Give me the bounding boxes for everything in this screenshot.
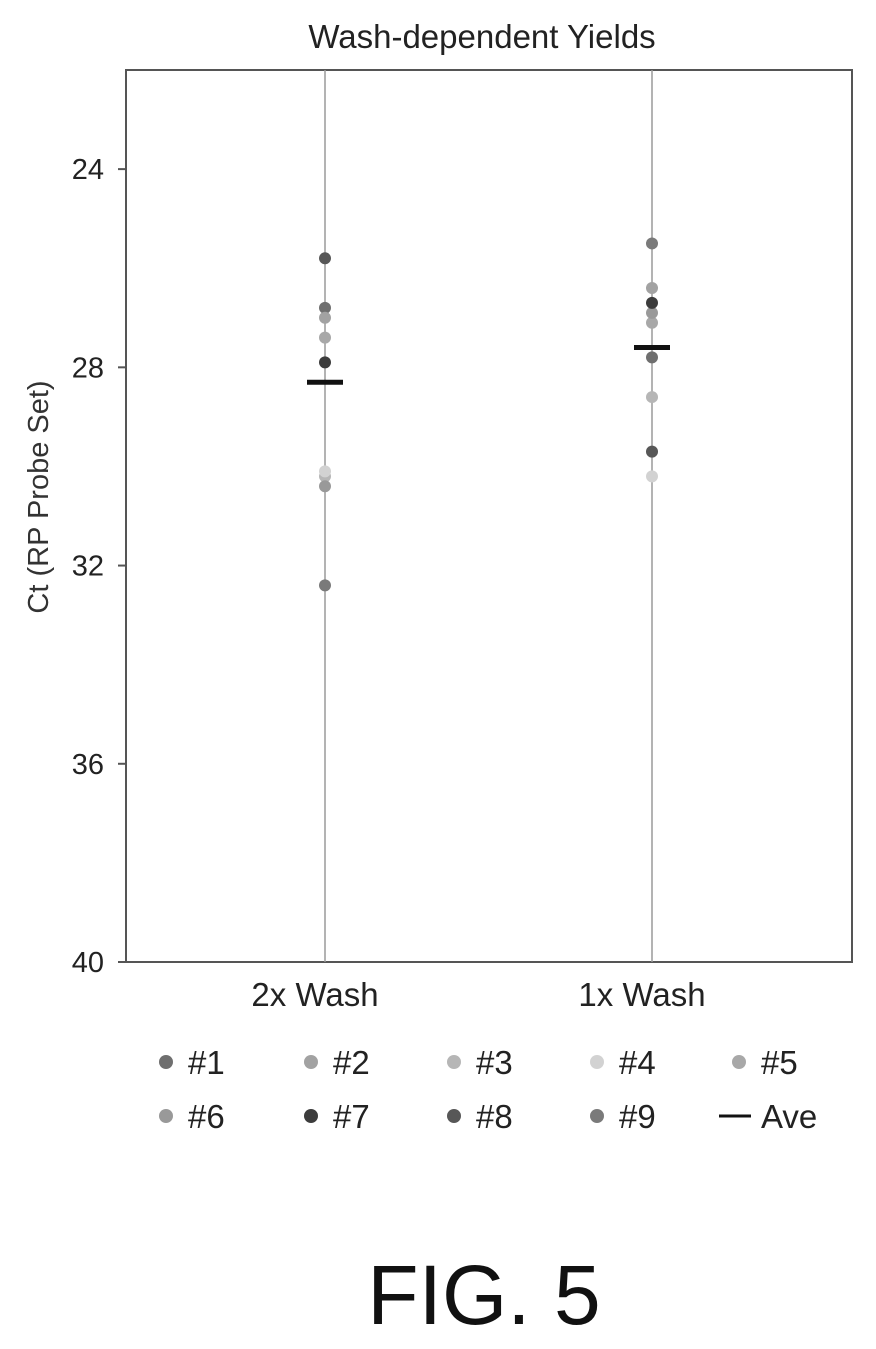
legend-marker	[447, 1109, 461, 1123]
y-tick-label: 40	[72, 947, 104, 979]
y-axis-ticks: 24 28 32 36 40	[72, 154, 126, 979]
y-axis-label: Ct (RP Probe Set)	[23, 380, 55, 613]
data-point-n1	[319, 301, 331, 314]
legend-marker	[159, 1055, 173, 1069]
legend-label: #8	[476, 1098, 513, 1135]
legend-marker	[447, 1055, 461, 1069]
data-point-n2	[646, 282, 658, 295]
average-markers	[307, 345, 670, 385]
y-tick-label: 28	[72, 352, 104, 384]
data-point-n8	[319, 252, 331, 265]
legend-label: #1	[188, 1044, 225, 1081]
x-category-label: 2x Wash	[251, 976, 378, 1013]
legend-marker	[590, 1109, 604, 1123]
y-tick-label: 32	[72, 551, 104, 583]
legend-ave-label: Ave	[761, 1098, 817, 1135]
legend-marker	[732, 1055, 746, 1069]
legend-label: #4	[619, 1044, 656, 1081]
legend-label: #3	[476, 1044, 513, 1081]
figure-caption: FIG. 5	[367, 1248, 600, 1342]
data-point-n9	[319, 579, 331, 592]
y-tick-label: 36	[72, 749, 104, 781]
data-points	[319, 237, 658, 592]
legend-label: #6	[188, 1098, 225, 1135]
data-point-n2	[319, 311, 331, 324]
data-point-n7	[319, 356, 331, 369]
legend-marker	[590, 1055, 604, 1069]
legend: #1 #2 #3 #4 #5 #6 #7 #8 #9 Ave	[159, 1044, 817, 1135]
x-axis-categories: 2x Wash 1x Wash	[251, 976, 705, 1013]
data-point-n5	[646, 316, 658, 329]
category-gridlines	[324, 70, 653, 962]
data-point-n5	[319, 331, 331, 344]
data-point-n3	[646, 391, 658, 404]
x-category-label: 1x Wash	[578, 976, 705, 1013]
data-point-n1	[646, 351, 658, 364]
legend-label: #9	[619, 1098, 656, 1135]
chart-title: Wash-dependent Yields	[308, 18, 655, 55]
plot-frame	[125, 69, 853, 963]
legend-label: #7	[333, 1098, 370, 1135]
data-point-n4	[646, 470, 658, 483]
legend-marker	[304, 1109, 318, 1123]
data-point-n8	[646, 445, 658, 458]
data-point-n6	[646, 306, 658, 319]
legend-label: #5	[761, 1044, 798, 1081]
y-tick-label: 24	[72, 154, 104, 186]
data-point-n7	[646, 296, 658, 309]
legend-marker	[304, 1055, 318, 1069]
data-point-n6	[319, 480, 331, 493]
data-point-n9	[646, 237, 658, 250]
data-point-n4	[319, 465, 331, 478]
legend-marker	[159, 1109, 173, 1123]
legend-label: #2	[333, 1044, 370, 1081]
